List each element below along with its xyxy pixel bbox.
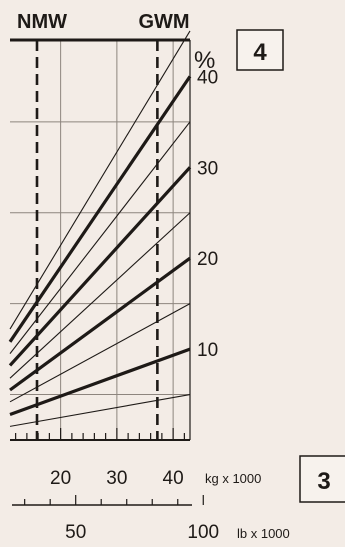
y-tick-labels: 10 20 30 40: [197, 67, 218, 361]
series-line-8: [9, 30, 191, 330]
series-line-4: [9, 212, 191, 379]
section-box-top-label: 4: [253, 39, 267, 66]
series-line-2: [9, 303, 191, 403]
tick-marks: [15, 428, 204, 505]
series-line-5: [8, 166, 192, 367]
series-line-0: [9, 394, 191, 427]
x-unit-kg-label: kg x 1000: [205, 471, 261, 486]
x-tick-labels-kg: 20 30 40: [50, 468, 184, 489]
x-unit-lb-label: lb x 1000: [237, 526, 290, 541]
y-unit-label: %: [194, 47, 215, 74]
x-tick-label-kg-2: 40: [163, 468, 184, 489]
series-line-3: [9, 256, 191, 392]
x-tick-label-lb-0: 50: [65, 522, 86, 543]
grid: [10, 40, 190, 440]
series-lines: [8, 30, 192, 427]
section-box-bottom: [299, 455, 345, 503]
x-tick-labels-lb: 50 100: [65, 522, 219, 543]
series-line-7: [8, 75, 192, 343]
top-label-gwm: GWM: [138, 11, 189, 33]
y-tick-label-0: 10: [197, 340, 218, 361]
y-tick-label-2: 30: [197, 158, 218, 179]
top-label-nmw: NMW: [17, 11, 67, 33]
reference-lines: [35, 40, 159, 440]
series-line-6: [9, 121, 191, 354]
x-tick-label-lb-1: 100: [187, 522, 219, 543]
series-line-1: [9, 347, 191, 417]
x-tick-label-kg-0: 20: [50, 468, 71, 489]
section-box-top: [236, 29, 284, 71]
section-box-bottom-label: 3: [317, 468, 330, 495]
y-tick-label-1: 20: [197, 249, 218, 270]
axes: [10, 38, 192, 506]
y-tick-label-3: 40: [197, 67, 218, 88]
x-tick-label-kg-1: 30: [106, 468, 127, 489]
